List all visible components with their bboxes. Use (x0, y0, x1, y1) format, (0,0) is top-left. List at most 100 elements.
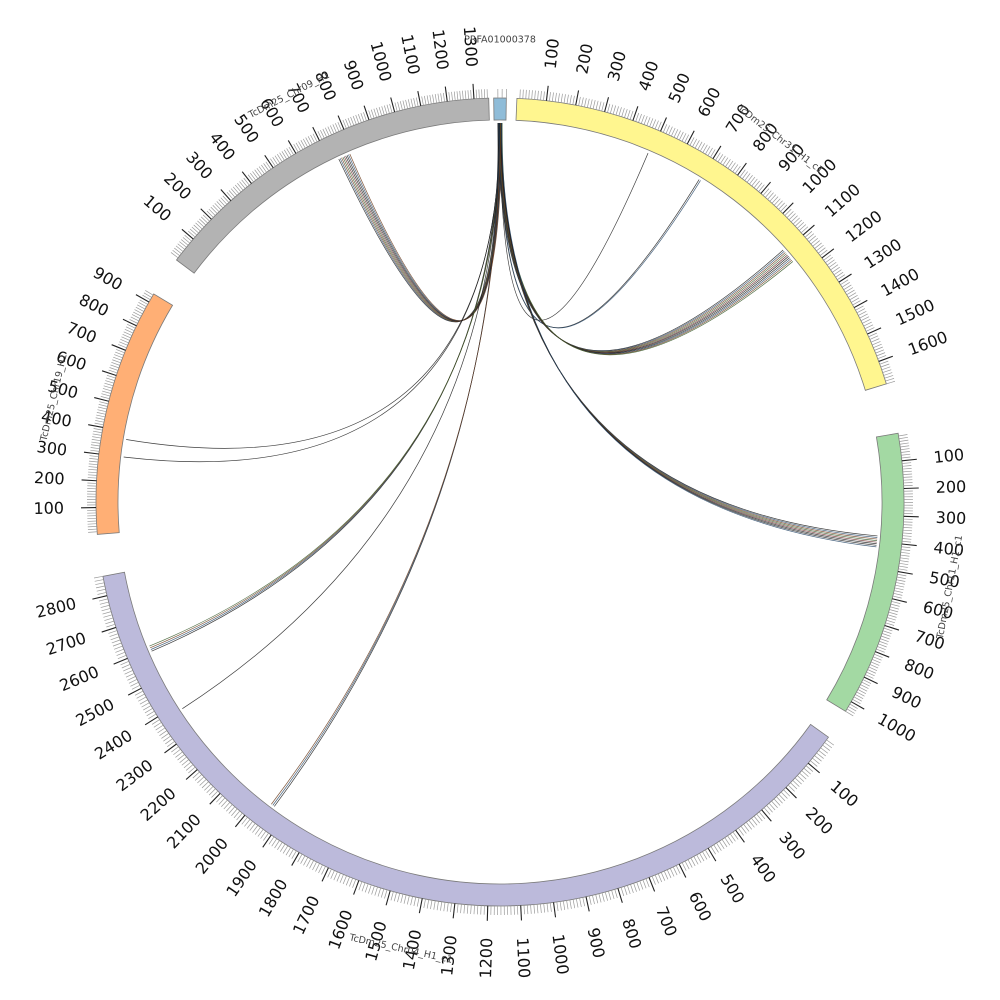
minor-tick (115, 351, 124, 356)
minor-tick (739, 169, 746, 178)
minor-tick (858, 686, 868, 692)
minor-tick (727, 160, 734, 169)
minor-tick (753, 815, 760, 824)
minor-tick (792, 217, 800, 225)
major-tick (735, 829, 745, 843)
minor-tick (745, 822, 753, 830)
minor-tick (635, 112, 640, 122)
minor-tick (671, 127, 676, 137)
tick-label: 500 (665, 70, 695, 106)
minor-tick (87, 474, 97, 476)
major-tick (712, 145, 722, 159)
minor-tick (543, 91, 545, 101)
minor-tick (228, 190, 236, 198)
major-tick (838, 273, 852, 283)
minor-tick (312, 861, 317, 871)
minor-tick (221, 799, 228, 808)
minor-tick (882, 630, 892, 634)
minor-tick (188, 230, 196, 238)
minor-tick (810, 237, 819, 245)
minor-tick (903, 473, 913, 475)
minor-tick (121, 336, 130, 341)
minor-tick (345, 876, 350, 886)
minor-tick (173, 748, 181, 756)
tick-label: 800 (76, 290, 112, 320)
minor-tick (557, 93, 560, 103)
major-tick (853, 299, 868, 309)
minor-tick (336, 873, 341, 882)
minor-tick (710, 846, 716, 855)
minor-tick (783, 789, 791, 797)
minor-tick (151, 719, 160, 725)
minor-tick (397, 101, 401, 111)
minor-tick (734, 165, 741, 174)
major-tick (901, 543, 917, 547)
minor-tick (222, 195, 230, 203)
minor-tick (89, 458, 99, 460)
minor-tick (185, 764, 194, 771)
minor-tick (95, 417, 105, 420)
link (149, 123, 502, 647)
minor-tick (270, 158, 276, 167)
ideogram-chr19 (95, 293, 174, 535)
minor-tick (663, 870, 669, 880)
minor-tick (349, 878, 353, 887)
minor-tick (812, 757, 820, 765)
minor-tick (758, 811, 766, 820)
major-tick (353, 880, 360, 895)
minor-tick (768, 803, 776, 811)
minor-tick (116, 651, 126, 656)
minor-tick (312, 133, 318, 142)
minor-tick (143, 705, 152, 711)
minor-tick (161, 733, 169, 739)
minor-tick (582, 897, 585, 907)
minor-tick (620, 887, 625, 897)
minor-tick (543, 903, 546, 913)
minor-tick (886, 619, 896, 624)
major-tick (418, 898, 423, 914)
minor-tick (694, 140, 700, 149)
minor-tick (796, 222, 805, 229)
minor-tick (880, 638, 889, 643)
minor-tick (405, 99, 408, 109)
minor-tick (333, 871, 338, 881)
minor-tick (261, 164, 267, 173)
major-tick (181, 228, 194, 240)
major-tick (220, 189, 232, 202)
minor-tick (861, 681, 870, 687)
minor-tick (681, 133, 687, 142)
minor-tick (114, 645, 123, 650)
minor-tick (281, 151, 287, 160)
tick-label: 700 (652, 904, 681, 939)
minor-tick (828, 261, 837, 268)
minor-tick (206, 210, 214, 218)
minor-tick (626, 109, 631, 119)
minor-tick (462, 90, 464, 100)
minor-tick (554, 92, 557, 102)
minor-tick (360, 113, 365, 122)
minor-tick (429, 94, 432, 104)
tick-label: 300 (36, 437, 69, 459)
minor-tick (99, 601, 109, 605)
minor-tick (258, 166, 265, 175)
minor-tick (466, 904, 469, 914)
minor-tick (898, 565, 908, 568)
major-tick (209, 792, 221, 805)
minor-tick (771, 800, 778, 809)
minor-tick (256, 167, 263, 176)
minor-tick (195, 222, 203, 230)
minor-tick (470, 904, 472, 914)
minor-tick (415, 97, 419, 107)
major-tick (81, 479, 97, 482)
minor-tick (183, 761, 192, 769)
minor-tick (197, 776, 205, 784)
minor-tick (443, 92, 445, 102)
minor-tick (201, 781, 209, 789)
minor-tick (848, 706, 857, 712)
minor-tick (434, 94, 437, 104)
minor-tick (194, 774, 202, 781)
minor-tick (758, 184, 765, 192)
link-bundle-4 (497, 122, 878, 548)
major-tick (321, 867, 329, 882)
minor-tick (814, 755, 822, 762)
